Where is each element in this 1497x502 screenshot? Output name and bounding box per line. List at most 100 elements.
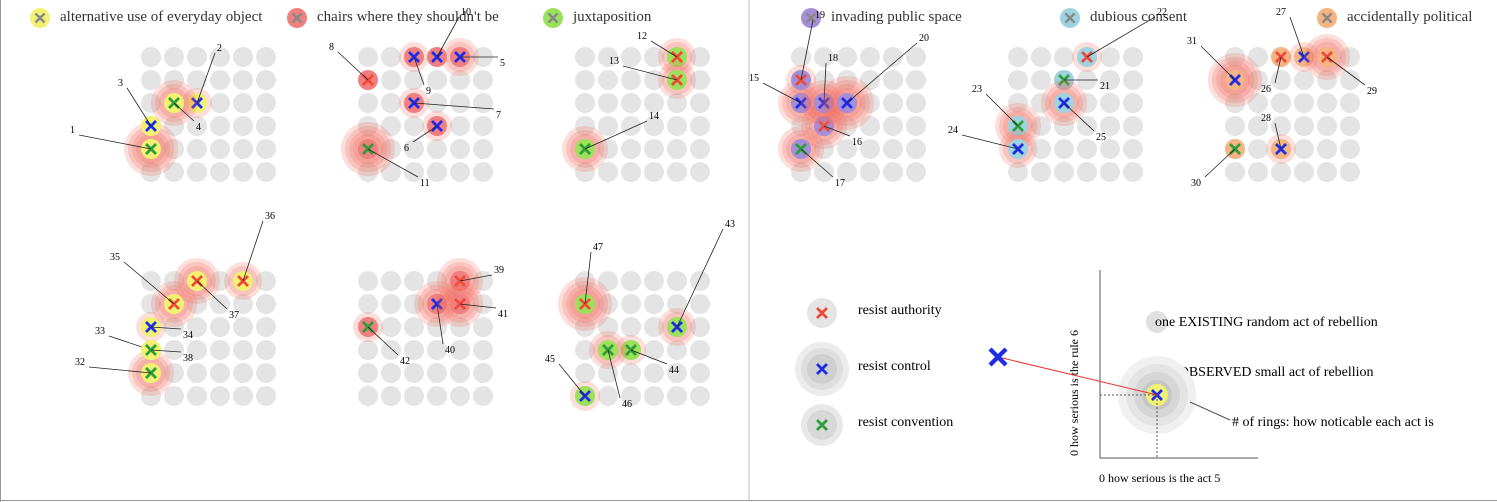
grid-dot bbox=[450, 386, 470, 406]
act-46: 46 bbox=[589, 331, 632, 410]
panel-political-0 bbox=[1225, 47, 1360, 182]
grid-dot bbox=[575, 47, 595, 67]
grid-dot bbox=[883, 116, 903, 136]
grid-dot bbox=[598, 47, 618, 67]
act-39-label: 39 bbox=[494, 265, 504, 276]
legend-authority-label: resist authority bbox=[858, 303, 942, 318]
grid-dot bbox=[210, 93, 230, 113]
grid-dot bbox=[791, 47, 811, 67]
grid-dot bbox=[1100, 47, 1120, 67]
grid-dot bbox=[883, 162, 903, 182]
grid-dot bbox=[210, 116, 230, 136]
act-47-leader bbox=[584, 251, 592, 305]
grid-dot bbox=[1077, 162, 1097, 182]
grid-dot bbox=[667, 340, 687, 360]
header-invading: invading public space bbox=[801, 8, 962, 28]
grid-dot bbox=[1271, 116, 1291, 136]
grid-dot bbox=[233, 162, 253, 182]
act-28: 28 bbox=[1261, 113, 1296, 164]
grid-dot bbox=[473, 139, 493, 159]
grid-dot bbox=[575, 317, 595, 337]
legend-rings-label: # of rings: how noticable each act is bbox=[1232, 415, 1434, 430]
grid-dot bbox=[1031, 116, 1051, 136]
grid-dot bbox=[644, 93, 664, 113]
grid-dot bbox=[210, 363, 230, 383]
grid-dot bbox=[381, 363, 401, 383]
grid-dot bbox=[450, 93, 470, 113]
grid-dot bbox=[358, 162, 378, 182]
grid-dot bbox=[187, 386, 207, 406]
act-2-label: 2 bbox=[217, 43, 222, 54]
act-16: 16 bbox=[801, 103, 862, 149]
grid-dot bbox=[860, 47, 880, 67]
legend-control-label: resist control bbox=[858, 359, 931, 374]
act-8-leader bbox=[337, 51, 369, 81]
grid-dot bbox=[690, 139, 710, 159]
grid-dot bbox=[233, 93, 253, 113]
grid-dot bbox=[1294, 116, 1314, 136]
grid-dot bbox=[690, 162, 710, 182]
act-3-label: 3 bbox=[118, 78, 123, 89]
act-43-leader bbox=[676, 228, 724, 328]
grid-dot bbox=[1340, 116, 1360, 136]
grid-dot bbox=[1248, 93, 1268, 113]
legend-existing-label: one EXISTING random act of rebellion bbox=[1155, 315, 1378, 330]
act-32: 32 bbox=[75, 350, 174, 396]
grid-dot bbox=[837, 116, 857, 136]
grid-dot bbox=[164, 363, 184, 383]
act-40-label: 40 bbox=[445, 345, 455, 356]
grid-dot bbox=[690, 386, 710, 406]
legend-authority-marker bbox=[816, 307, 828, 319]
legend-authority: resist authority bbox=[807, 298, 942, 328]
grid-dot bbox=[814, 162, 834, 182]
grid-dot bbox=[381, 340, 401, 360]
act-22: 22 bbox=[1072, 7, 1167, 72]
grid-dot bbox=[883, 70, 903, 90]
grid-dot bbox=[187, 317, 207, 337]
grid-dot bbox=[164, 317, 184, 337]
grid-dot bbox=[187, 294, 207, 314]
grid-dot bbox=[644, 386, 664, 406]
grid-dot bbox=[791, 162, 811, 182]
grid-dot bbox=[814, 47, 834, 67]
act-41-label: 41 bbox=[498, 309, 508, 320]
grid-dot bbox=[1248, 162, 1268, 182]
grid-dot bbox=[450, 70, 470, 90]
header-consent-label: dubious consent bbox=[1090, 9, 1188, 25]
grid-dot bbox=[450, 363, 470, 383]
grid-dot bbox=[906, 139, 926, 159]
grid-dot bbox=[598, 70, 618, 90]
grid-dot bbox=[141, 47, 161, 67]
grid-dot bbox=[621, 317, 641, 337]
grid-dot bbox=[164, 139, 184, 159]
act-37-leader bbox=[196, 280, 228, 310]
grid-dot bbox=[256, 70, 276, 90]
act-23-leader bbox=[985, 93, 1019, 127]
grid-dot bbox=[404, 139, 424, 159]
act-17: 17 bbox=[778, 126, 845, 189]
grid-dot bbox=[210, 47, 230, 67]
legend-control-cross bbox=[816, 363, 828, 375]
grid-dot bbox=[164, 116, 184, 136]
act-4-label: 4 bbox=[196, 122, 201, 133]
grid-dot bbox=[381, 162, 401, 182]
grid-dot bbox=[233, 386, 253, 406]
grid-dot bbox=[1123, 47, 1143, 67]
grid-dot bbox=[187, 363, 207, 383]
grid-dot bbox=[404, 317, 424, 337]
grid-dot bbox=[860, 93, 880, 113]
grid-dot bbox=[358, 363, 378, 383]
legend-x-axis-label: 0 how serious is the act 5 bbox=[1099, 471, 1220, 485]
grid-dot bbox=[404, 271, 424, 291]
grid-dot bbox=[1225, 116, 1245, 136]
act-36: 36 bbox=[224, 211, 275, 300]
act-41: 41 bbox=[437, 281, 508, 327]
act-46-leader bbox=[607, 349, 621, 399]
act-37-label: 37 bbox=[229, 310, 239, 321]
grid-dot bbox=[427, 317, 447, 337]
grid-dot bbox=[598, 162, 618, 182]
grid-dot bbox=[256, 116, 276, 136]
grid-dot bbox=[473, 70, 493, 90]
grid-dot bbox=[404, 70, 424, 90]
